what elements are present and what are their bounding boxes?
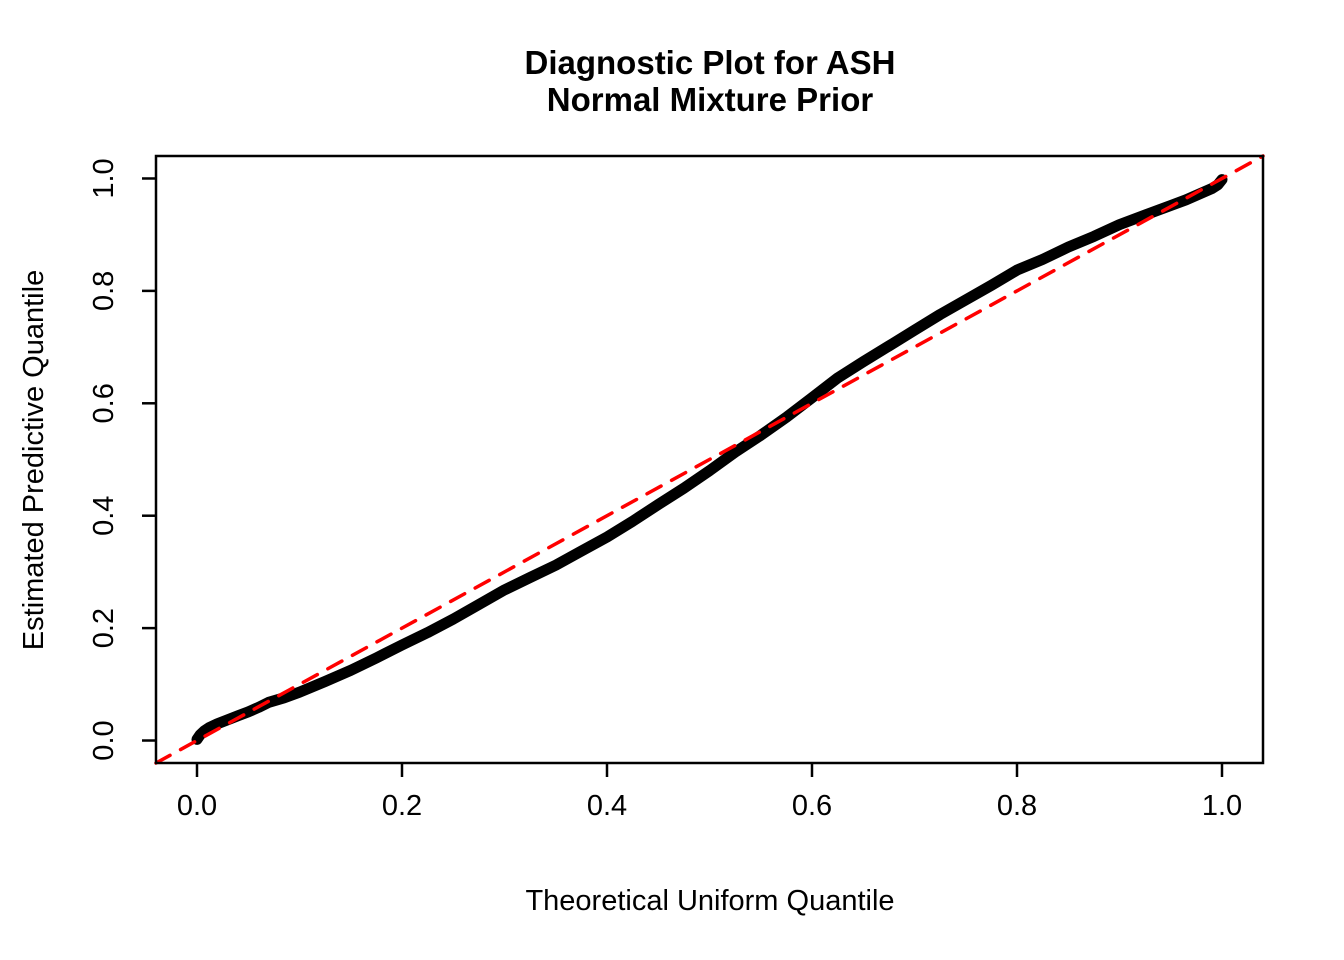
- y-tick-label-0.2: 0.2: [88, 608, 120, 648]
- y-tick-label-0.8: 0.8: [88, 271, 120, 311]
- y-tick-label-0.6: 0.6: [88, 383, 120, 423]
- x-tick-label-0.2: 0.2: [382, 790, 422, 822]
- y-tick-label-0.4: 0.4: [88, 496, 120, 536]
- plot-border: [154, 154, 1265, 765]
- y-axis-label: Estimated Predictive Quantile: [18, 270, 50, 650]
- x-tick-label-0.8: 0.8: [997, 790, 1037, 822]
- x-tick-label-1.0: 1.0: [1202, 790, 1242, 822]
- axes-group: 0.0 0.2 0.4 0.6 0.8 1.0 0.0 0.2 0.4 0.6 0.8 1.0: [88, 158, 1242, 822]
- x-tick-label-0.4: 0.4: [587, 790, 627, 822]
- plot-title: Diagnostic Plot for ASH: [525, 44, 896, 81]
- x-tick-label-0.6: 0.6: [792, 790, 832, 822]
- y-tick-label-1.0: 1.0: [88, 158, 120, 198]
- x-tick-label-0.0: 0.0: [177, 790, 217, 822]
- plot-subtitle: Normal Mixture Prior: [547, 81, 874, 118]
- x-axis-label: Theoretical Uniform Quantile: [525, 885, 894, 917]
- y-tick-label-0.0: 0.0: [88, 720, 120, 760]
- identity-reference-line: [154, 154, 1265, 765]
- series-group: [154, 154, 1265, 765]
